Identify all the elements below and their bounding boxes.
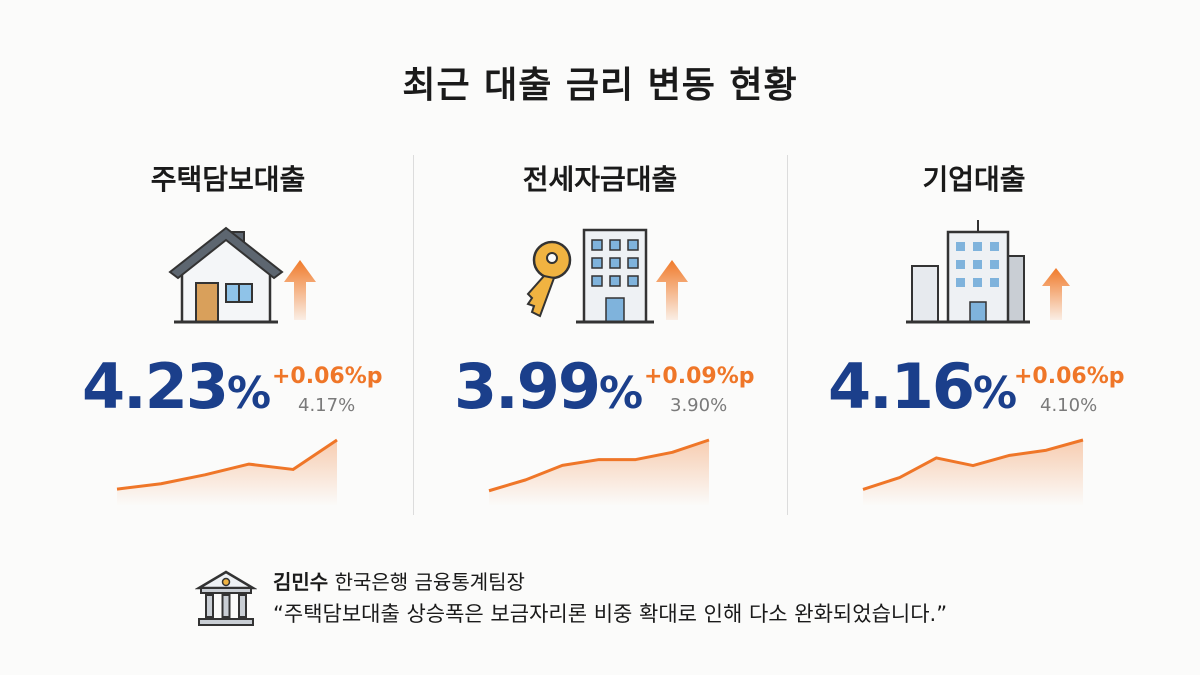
key-building-icon: [526, 228, 688, 324]
sparkline-line: [862, 438, 1084, 491]
previous-rate: 4.17%: [298, 395, 356, 416]
trend-sparkline: [862, 438, 1084, 506]
column-divider: [413, 155, 414, 515]
current-rate: 4.16%: [828, 350, 1017, 423]
rate-value: 4.23: [82, 350, 229, 423]
page-title: 최근 대출 금리 변동 현황: [402, 65, 798, 106]
speaker-line: 김민수 한국은행 금융통계팀장: [273, 566, 525, 595]
rate-change: +0.06%p: [272, 364, 383, 389]
column-divider: [787, 155, 788, 515]
loan-name: 전세자금대출: [522, 163, 678, 196]
speaker-name: 김민수: [273, 570, 329, 594]
quote-block: 김민수 한국은행 금융통계팀장 “주택담보대출 상승폭은 보금자리론 비중 확대…: [195, 566, 1035, 636]
bank-icon: [195, 570, 257, 626]
office-buildings-icon: [906, 220, 1070, 324]
current-rate: 4.23%: [82, 350, 271, 423]
previous-rate: 4.10%: [1040, 395, 1098, 416]
sparkline-line: [488, 438, 710, 493]
speaker-position: 한국은행 금융통계팀장: [334, 570, 525, 594]
trend-sparkline: [116, 438, 338, 506]
rate-unit: %: [598, 368, 643, 419]
current-rate: 3.99%: [454, 350, 643, 423]
house-icon: [168, 226, 316, 324]
rate-change: +0.09%p: [644, 364, 755, 389]
rate-unit: %: [226, 368, 271, 419]
rate-value: 4.16: [828, 350, 975, 423]
rate-unit: %: [972, 368, 1017, 419]
loan-name: 기업대출: [922, 163, 1026, 196]
rate-change: +0.06%p: [1014, 364, 1125, 389]
sparkline-area: [863, 440, 1083, 506]
sparkline-area: [117, 440, 337, 506]
rate-value: 3.99: [454, 350, 601, 423]
sparkline-line: [116, 438, 338, 491]
trend-sparkline: [488, 438, 710, 506]
loan-name: 주택담보대출: [150, 163, 306, 196]
previous-rate: 3.90%: [670, 395, 728, 416]
quote-text: “주택담보대출 상승폭은 보금자리론 비중 확대로 인해 다소 완화되었습니다.…: [273, 602, 948, 626]
loan-card-mortgage: 주택담보대출 4.23% +0.06%p 4.17%: [42, 150, 414, 520]
loan-card-corporate: 기업대출 4.16% +0.06%p 4.10%: [788, 150, 1160, 520]
loan-card-jeonse: 전세자금대출 3.99% +0.09%p 3.90%: [414, 150, 786, 520]
